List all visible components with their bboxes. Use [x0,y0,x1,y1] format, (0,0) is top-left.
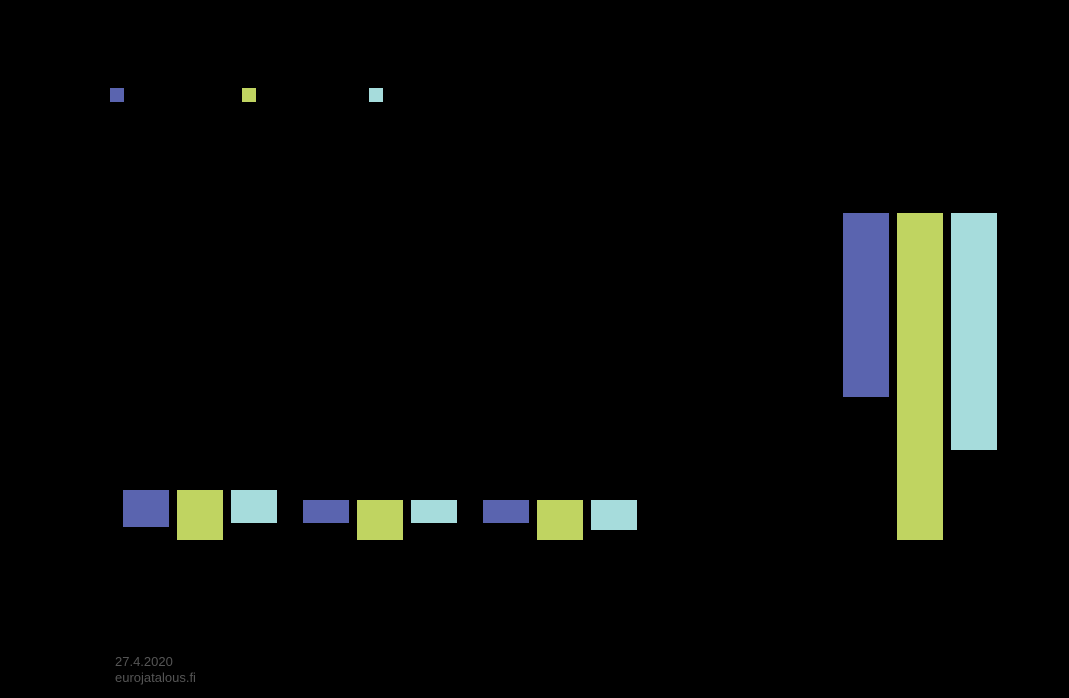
legend-label: Maaliskuu [393,86,461,103]
footer-date: 27.4.2020 [115,654,173,669]
y-tick-label: 0 [119,532,159,549]
bar-set [460,500,660,540]
legend-swatch [242,88,256,102]
chart-note: Kaikkien euromääräisten velkapaperien ne… [110,622,603,639]
bar-set [820,213,1020,540]
legend-item: Tammikuu [110,86,202,103]
bar [411,500,457,523]
plot-area: 20172018201920203 kuukauden summa keskim… [110,140,1010,540]
y-tick-label: 6 [119,332,159,349]
y-tick-label: 4 [119,398,159,415]
bar-group: 2020 [820,140,1020,540]
bar-group: 2018 [280,140,480,540]
legend: Tammikuu Helmikuu Maaliskuu [110,86,460,103]
bar-set [280,500,480,540]
bar [177,490,223,540]
bar [951,213,997,450]
chart-title: Kuvio 6. [110,22,192,46]
bar [591,500,637,530]
x-category-label: 2019 [460,540,660,578]
legend-item: Helmikuu [242,86,329,103]
bar [123,490,169,527]
x-category-label: 2020 [820,540,1020,578]
y-tick-label: 2 [119,465,159,482]
bar [537,500,583,540]
legend-label: Helmikuu [266,86,329,103]
x-category-label: 2018 [280,540,480,578]
legend-swatch [110,88,124,102]
bar-group: 2019 [460,140,660,540]
legend-label: Tammikuu [134,86,202,103]
bar [231,490,277,523]
bar [357,500,403,540]
bar [897,213,943,540]
legend-item: Maaliskuu [369,86,461,103]
footer-source: eurojatalous.fi [115,670,196,685]
legend-swatch [369,88,383,102]
y-tick-label: 8 [119,265,159,282]
y-tick-label: 12 [119,132,159,149]
chart-container: Kuvio 6. Tammikuu Helmikuu Maaliskuu Mrd… [0,0,1069,698]
y-tick-label: 10 [119,198,159,215]
bar [483,500,529,523]
bar [303,500,349,523]
bar [843,213,889,396]
x-category-label: 3 kuukauden summa keskimäärin (2015–2019… [650,540,830,618]
